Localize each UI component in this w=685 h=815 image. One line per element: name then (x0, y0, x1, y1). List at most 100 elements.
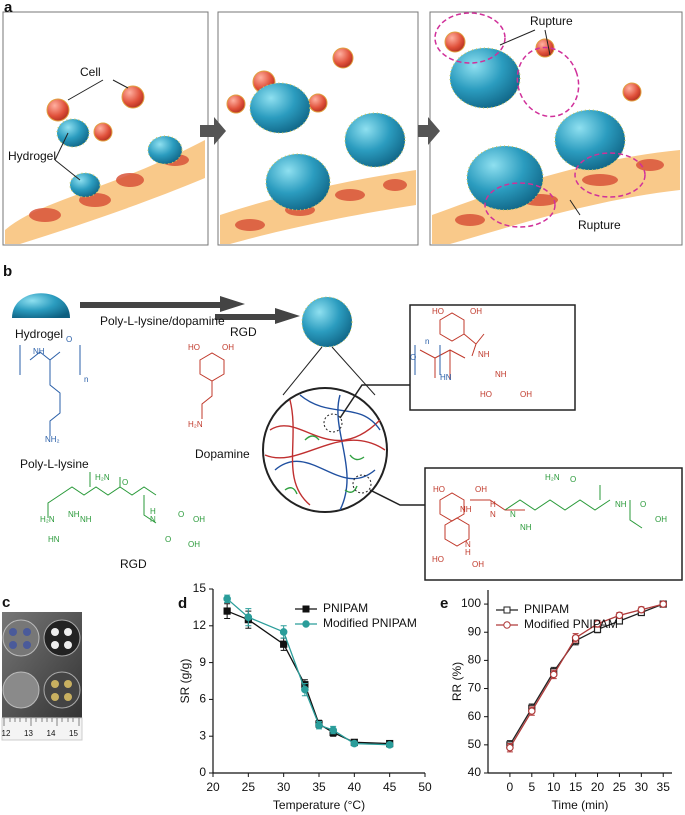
y-tick-label: 40 (468, 765, 482, 779)
y-tick-label: 3 (199, 728, 206, 742)
atom-label: HO (432, 307, 444, 316)
atom-label: OH (472, 560, 484, 569)
label-step: RGD (230, 325, 257, 339)
x-tick-label: 15 (569, 780, 583, 794)
marker (279, 628, 288, 636)
y-tick-label: 90 (468, 624, 482, 638)
atom-label: O (66, 335, 72, 344)
atom-label: OH (475, 485, 487, 494)
label-hydrogel: Hydrogel (8, 149, 56, 163)
atom-label: OH (222, 343, 234, 352)
y-tick-label: 9 (199, 655, 206, 669)
y-tick-label: 6 (199, 692, 206, 706)
atom-label: OH (188, 540, 200, 549)
x-tick-label: 30 (277, 780, 291, 794)
atom-label: NH (495, 370, 507, 379)
atom-label: NH (520, 523, 532, 532)
atom-label: NH (478, 350, 490, 359)
atom-label: HN (440, 373, 452, 382)
panel-label: d (178, 595, 187, 612)
atom-label: NH (615, 500, 627, 509)
atom-label: n (425, 337, 429, 346)
marker (280, 640, 288, 648)
legend-label: Modified PNIPAM (524, 617, 618, 631)
marker (329, 726, 337, 734)
atom-label: O (165, 535, 171, 544)
atom-label: H (465, 548, 471, 557)
atom-label: HO (432, 555, 444, 564)
series-line (509, 603, 664, 746)
x-tick-label: 20 (591, 780, 605, 794)
legend-label: Modified PNIPAM (323, 616, 417, 630)
marker (593, 619, 602, 628)
x-tick-label: 25 (613, 780, 627, 794)
panel-label: c (2, 594, 10, 611)
marker (223, 607, 231, 615)
label-rupture: Rupture (530, 14, 573, 28)
y-tick-label: 50 (468, 737, 482, 751)
marker (549, 670, 558, 679)
atom-label: O (410, 353, 416, 362)
atom-label: H₂N (545, 473, 560, 482)
label-rupture: Rupture (578, 218, 621, 232)
atom-label: HO (188, 343, 200, 352)
x-tick-label: 40 (348, 780, 362, 794)
panel-label: b (3, 263, 12, 280)
ruler-label: 15 (69, 729, 78, 738)
marker (528, 707, 536, 715)
atom-label: NH (33, 347, 45, 356)
label-hydrogel: Hydrogel (15, 327, 63, 341)
x-tick-label: 35 (657, 780, 671, 794)
marker (637, 605, 646, 614)
marker (350, 739, 359, 748)
atom-label: O (570, 475, 576, 484)
atom-label: OH (655, 515, 667, 524)
legend-label: PNIPAM (524, 602, 569, 616)
legend-marker (503, 606, 511, 614)
x-axis-label: Time (min) (552, 798, 609, 812)
label-compound: Poly-L-lysine (20, 457, 89, 471)
y-tick-label: 15 (193, 581, 207, 595)
x-tick-label: 45 (383, 780, 397, 794)
marker (301, 685, 309, 694)
panel-a-art (2, 11, 683, 246)
marker (315, 721, 323, 729)
panel-label: a (4, 0, 13, 16)
legend-marker (503, 621, 511, 629)
x-tick-label: 5 (528, 780, 535, 794)
x-tick-label: 35 (312, 780, 326, 794)
atom-label: N (150, 515, 156, 524)
series-line (226, 610, 390, 745)
atom-label: H (490, 500, 496, 509)
atom-label: OH (193, 515, 205, 524)
y-tick-label: 70 (468, 681, 482, 695)
legend-marker (302, 620, 310, 628)
x-axis-label: Temperature (°C) (273, 798, 365, 812)
atom-label: NH (80, 515, 92, 524)
ruler-label: 14 (47, 729, 56, 738)
marker (244, 613, 253, 622)
atom-label: N (490, 510, 496, 519)
marker (385, 740, 394, 749)
panel-c-art (1, 612, 83, 741)
legend-label: PNIPAM (323, 601, 368, 615)
x-tick-label: 20 (206, 780, 220, 794)
atom-label: O (178, 510, 184, 519)
marker (571, 634, 580, 642)
y-tick-label: 60 (468, 709, 482, 723)
label-compound: Dopamine (195, 447, 250, 461)
legend-marker (302, 605, 310, 613)
y-tick-label: 12 (193, 618, 207, 632)
atom-label: O (122, 478, 128, 487)
atom-label: OH (520, 390, 532, 399)
atom-label: NH₂ (45, 435, 60, 444)
series-line (226, 598, 390, 746)
x-tick-label: 10 (547, 780, 561, 794)
marker (659, 600, 668, 608)
panel-label: e (440, 595, 448, 612)
y-tick-label: 100 (461, 596, 481, 610)
marker (223, 595, 231, 603)
label-step: Poly-L-lysine/dopamine (100, 314, 225, 328)
atom-label: HO (480, 390, 492, 399)
